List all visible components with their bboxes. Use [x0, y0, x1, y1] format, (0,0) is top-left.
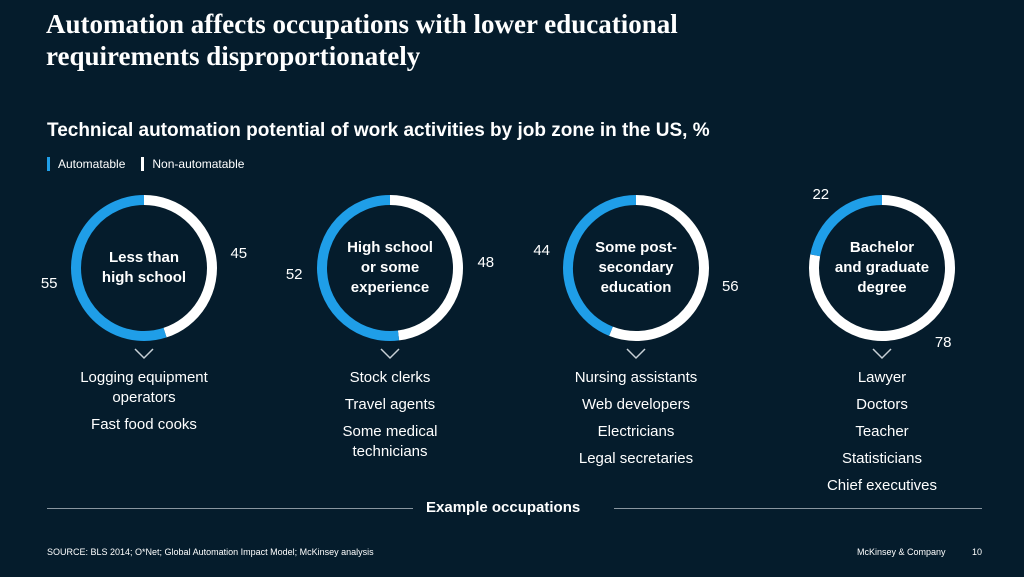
occupation-item: Stock clerks [285, 368, 495, 388]
occupation-list-high-school: Stock clerks Travel agents Some medical tec… [285, 368, 495, 469]
occupation-item: Legal secretaries [531, 449, 741, 469]
occupation-text: Logging equipment [80, 369, 208, 386]
data-label-non-automatable-high-school: 48 [477, 254, 494, 271]
category-label-line: degree [857, 279, 907, 296]
occupation-text: Legal secretaries [578, 450, 694, 467]
category-label-line: or some [360, 259, 420, 276]
chart-legend: Automatable Non-automatable [47, 157, 244, 171]
category-label-high-school: High school or some experience [330, 238, 450, 298]
donut-slice-non-automatable-post-secondary [609, 195, 709, 341]
category-label-line: Bachelor [849, 239, 915, 256]
category-label-line: and graduate [834, 259, 930, 276]
occupations-label: Example occupations [426, 499, 581, 516]
legend-swatch-non-automatable [141, 157, 145, 171]
occupation-item: Fast food cooks [39, 415, 249, 435]
occupation-item: Travel agents [285, 395, 495, 415]
category-label-line: Some post- [595, 239, 677, 256]
occupation-text: operators [112, 389, 176, 406]
occupation-text: technicians [352, 443, 428, 460]
legend-label-non-automatable: Non-automatable [152, 157, 245, 171]
occupation-item: Chief executives [777, 476, 987, 496]
data-label-automatable-less-than-high-school: 55 [41, 275, 58, 292]
headline-line-1: Automation affects occupations with lowe… [46, 9, 678, 39]
category-label-line: secondary [598, 259, 674, 276]
occupation-text: Statisticians [841, 450, 923, 467]
occupation-text: Lawyer [857, 369, 907, 386]
occupation-list-less-than-high-school: Logging equipment operators Fast food cook… [39, 368, 249, 442]
chevron-down-icon [626, 348, 646, 360]
occupation-text: Nursing assistants [574, 369, 698, 386]
donut-slice-automatable-post-secondary [563, 195, 637, 336]
category-label-line: experience [350, 279, 430, 296]
category-label-line: high school [101, 269, 187, 286]
occupation-item: Nursing assistants [531, 368, 741, 388]
data-label-non-automatable-less-than-high-school: 45 [230, 245, 247, 262]
headline: Automation affects occupations with lowe… [46, 8, 946, 72]
occupation-item: Doctors [777, 395, 987, 415]
occupation-text: Electricians [597, 423, 675, 440]
occupation-item: Web developers [531, 395, 741, 415]
occupation-item: Some medical technicians [285, 422, 495, 462]
occupation-text: Some medical [342, 423, 438, 440]
occupation-item: Electricians [531, 422, 741, 442]
category-label-post-secondary: Some post-secondary education [576, 238, 696, 298]
donut-slice-automatable-high-school [317, 195, 400, 341]
category-label-bachelor: Bachelor and graduate degree [822, 238, 942, 298]
divider-left [47, 508, 413, 509]
category-label-less-than-high-school: Less than high school [84, 248, 204, 288]
occupation-text: Travel agents [344, 396, 436, 413]
chevron-down-icon [380, 348, 400, 360]
donut-slice-non-automatable-less-than-high-school [143, 195, 217, 338]
legend-label-automatable: Automatable [58, 157, 126, 171]
category-label-line: High school [347, 239, 433, 256]
donut-slice-automatable-bachelor [810, 195, 883, 257]
data-label-non-automatable-post-secondary: 56 [722, 278, 739, 295]
chart-title: Technical automation potential of work a… [47, 120, 710, 141]
occupation-text: Chief executives [826, 477, 938, 494]
data-label-automatable-post-secondary: 44 [533, 242, 550, 259]
occupation-item: Lawyer [777, 368, 987, 388]
chevron-down-icon [872, 348, 892, 360]
donut-slice-non-automatable-high-school [389, 195, 463, 341]
occupation-item: Teacher [777, 422, 987, 442]
occupation-text: Doctors [856, 396, 908, 413]
occupation-text: Fast food cooks [91, 416, 197, 433]
occupation-list-bachelor: Lawyer Doctors Teacher Statisticians Chief e… [777, 368, 987, 503]
occupation-list-post-secondary: Nursing assistants Web developers Electric… [531, 368, 741, 476]
source-note: SOURCE: BLS 2014; O*Net; Global Automati… [47, 547, 374, 557]
occupation-item: Statisticians [777, 449, 987, 469]
category-label-line: education [600, 279, 672, 296]
divider-right [614, 508, 982, 509]
occupation-text: Teacher [855, 423, 909, 440]
data-label-automatable-high-school: 52 [286, 266, 303, 283]
legend-item-non-automatable: Non-automatable [141, 157, 244, 171]
chevron-down-icon [134, 348, 154, 360]
occupation-item: Logging equipment operators [39, 368, 249, 408]
occupation-text: Stock clerks [349, 369, 431, 386]
data-label-non-automatable-bachelor: 78 [935, 334, 952, 351]
donut-slice-automatable-less-than-high-school [71, 195, 167, 341]
data-label-automatable-bachelor: 22 [812, 186, 829, 203]
brand-name: McKinsey & Company [857, 547, 946, 557]
occupation-text: Web developers [581, 396, 691, 413]
headline-line-2: requirements disproportionately [46, 41, 421, 71]
legend-item-automatable: Automatable [47, 157, 125, 171]
donut-slice-non-automatable-bachelor [809, 195, 955, 341]
page-number: 10 [972, 547, 983, 557]
legend-swatch-automatable [47, 157, 50, 171]
category-label-line: Less than [108, 249, 180, 266]
